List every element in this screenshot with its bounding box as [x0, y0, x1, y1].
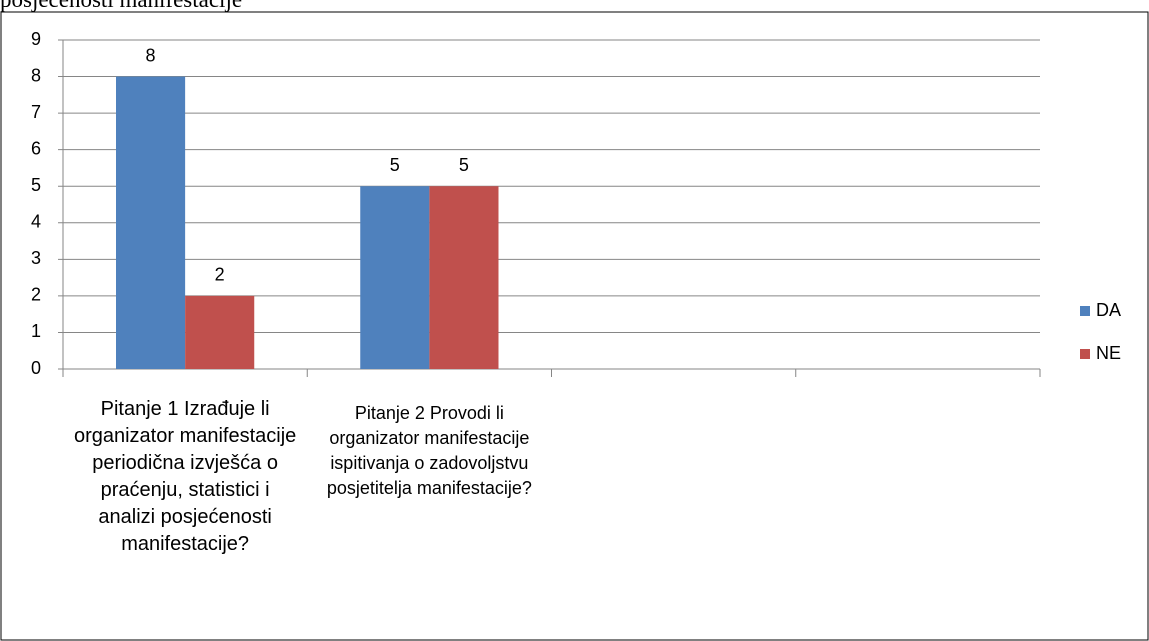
- bar: [360, 186, 430, 369]
- y-tick-label: 4: [31, 212, 41, 232]
- y-tick-label: 6: [31, 138, 41, 158]
- chart-frame: [0, 11, 1149, 641]
- data-label: 2: [215, 265, 225, 285]
- data-label: 5: [390, 155, 400, 175]
- x-tick-label: Pitanje 1 Izrađuje li organizator manife…: [73, 398, 297, 555]
- y-tick-label: 9: [31, 29, 41, 49]
- legend-label: DA: [1096, 300, 1121, 320]
- y-tick-label: 0: [31, 358, 41, 378]
- legend-swatch: [1080, 349, 1090, 359]
- y-tick-label: 7: [31, 102, 41, 122]
- y-tick-label: 3: [31, 248, 41, 268]
- bar: [185, 295, 255, 369]
- legend-swatch: [1080, 306, 1090, 316]
- x-tick-label: Pitanje 2 Provodi li organizator manifes…: [326, 403, 532, 498]
- y-tick-label: 2: [31, 285, 41, 305]
- y-tick-label: 5: [31, 175, 41, 195]
- bar: [429, 186, 499, 369]
- data-label: 5: [459, 155, 469, 175]
- y-tick-label: 8: [31, 65, 41, 85]
- bar: [116, 76, 186, 370]
- y-tick-label: 1: [31, 321, 41, 341]
- data-label: 8: [146, 45, 156, 65]
- legend-label: NE: [1096, 343, 1121, 363]
- chart-title: posjećenosti manifestacije: [0, 0, 242, 13]
